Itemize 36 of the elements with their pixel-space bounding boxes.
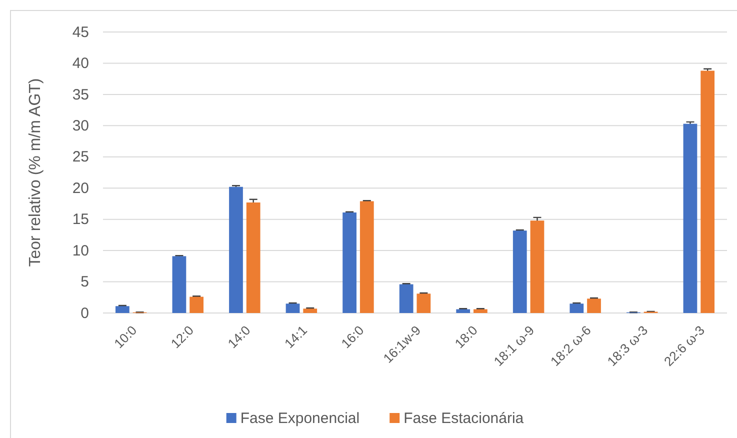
x-tick-label: 18:2 ω-6 bbox=[547, 322, 594, 370]
y-tick-label: 0 bbox=[80, 304, 89, 322]
y-tick-label: 10 bbox=[72, 242, 89, 260]
bar bbox=[570, 304, 584, 313]
y-tick-label: 40 bbox=[72, 55, 89, 72]
y-tick-label: 30 bbox=[72, 117, 89, 134]
y-tick-label: 5 bbox=[80, 274, 89, 291]
bar bbox=[115, 306, 130, 313]
bar bbox=[303, 308, 318, 313]
x-tick-label: 18:1 ω-9 bbox=[490, 322, 538, 370]
bar bbox=[229, 186, 243, 313]
bar bbox=[416, 294, 431, 313]
x-tick-label: 18:3 ω-3 bbox=[604, 322, 651, 370]
x-tick-label: 14:1 bbox=[281, 322, 310, 352]
bar bbox=[172, 256, 186, 313]
y-axis-title: Teor relativo (% m/m AGT) bbox=[27, 78, 44, 267]
bar bbox=[399, 284, 414, 313]
bar bbox=[456, 309, 470, 313]
bar bbox=[286, 304, 300, 313]
y-tick-label: 45 bbox=[72, 24, 89, 41]
y-tick-label: 20 bbox=[72, 180, 89, 197]
y-tick-label: 35 bbox=[72, 86, 89, 104]
bar bbox=[360, 201, 374, 313]
bar bbox=[700, 70, 715, 313]
legend-label: Fase Estacionária bbox=[404, 410, 524, 427]
bar bbox=[530, 220, 544, 313]
bar bbox=[246, 202, 260, 313]
bar bbox=[587, 298, 601, 313]
y-tick-label: 15 bbox=[72, 211, 89, 228]
bar bbox=[683, 124, 698, 313]
legend-label: Fase Exponencial bbox=[240, 410, 360, 427]
y-tick-label: 25 bbox=[72, 148, 89, 166]
bar bbox=[512, 230, 527, 313]
bar bbox=[342, 212, 356, 313]
bar bbox=[190, 296, 204, 313]
bar bbox=[474, 309, 488, 313]
